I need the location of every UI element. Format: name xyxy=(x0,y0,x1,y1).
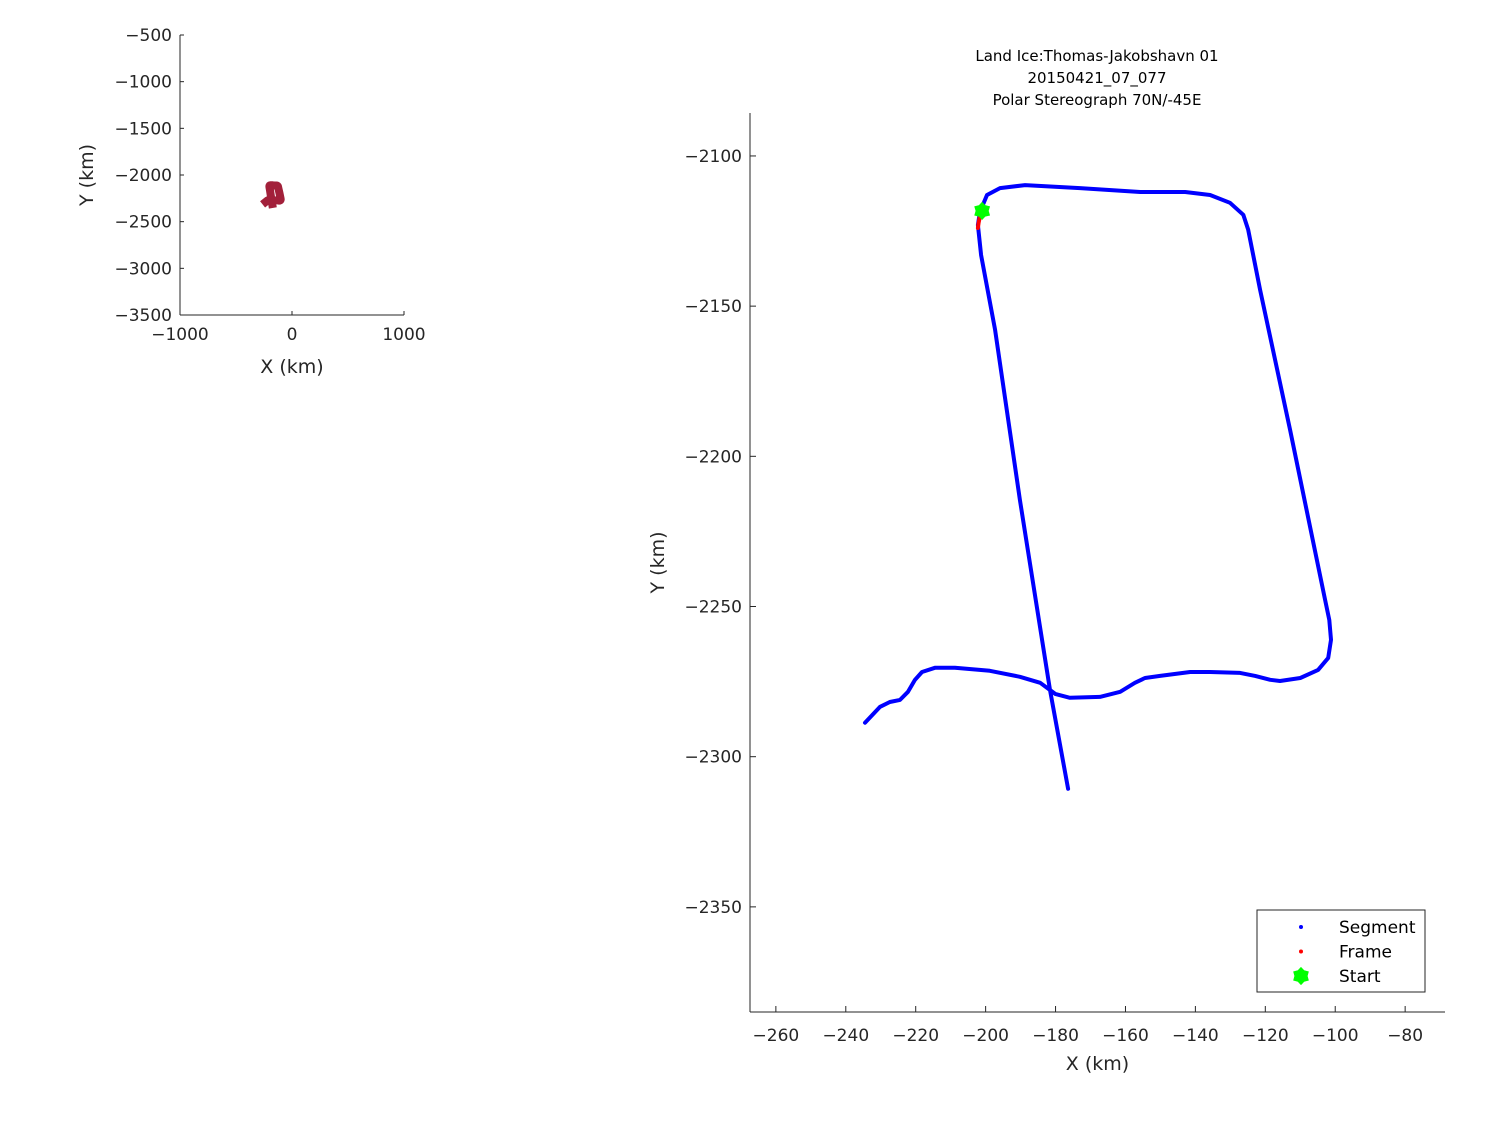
y-tick-label: −1000 xyxy=(114,73,172,93)
y-tick-label: −2150 xyxy=(684,297,742,317)
legend: Segment Frame Start xyxy=(1256,909,1426,993)
y-tick-label: −2500 xyxy=(114,213,172,233)
x-tick-label: −260 xyxy=(753,1026,800,1046)
x-tick-label: 1000 xyxy=(382,325,425,345)
y-tick-label: −2000 xyxy=(114,166,172,186)
legend-label-frame: Frame xyxy=(1339,943,1392,963)
chart-title-line: Polar Stereograph 70N/-45E xyxy=(993,91,1202,109)
legend-label-segment: Segment xyxy=(1339,918,1416,938)
legend-marker-segment xyxy=(1299,925,1303,929)
x-axis-label: X (km) xyxy=(1066,1053,1129,1075)
y-tick-label: −2300 xyxy=(684,748,742,768)
start-marker xyxy=(974,201,991,220)
overview-axes: −1000 0 1000 −3500 −3000 −2500 −2000 −1500 −1000… xyxy=(76,26,426,378)
x-tick-label: −160 xyxy=(1102,1026,1149,1046)
x-tick-label: −220 xyxy=(892,1026,939,1046)
x-tick-label: −1000 xyxy=(151,325,209,345)
y-axis-label: Y (km) xyxy=(76,144,98,207)
x-tick-label: −80 xyxy=(1387,1026,1423,1046)
overview-track-line xyxy=(260,181,285,209)
x-tick-label: −140 xyxy=(1172,1026,1219,1046)
chart-title-line: Land Ice:Thomas-Jakobshavn 01 xyxy=(975,47,1218,65)
y-tick-label: −2250 xyxy=(684,598,742,618)
y-tick-label: −1500 xyxy=(114,119,172,139)
chart-title-line: 20150421_07_077 xyxy=(1027,69,1166,88)
x-tick-label: −200 xyxy=(962,1026,1009,1046)
x-axis-label: X (km) xyxy=(260,356,323,378)
legend-marker-frame xyxy=(1299,949,1303,954)
y-tick-label: −3000 xyxy=(114,259,172,279)
legend-box xyxy=(1256,909,1426,993)
x-tick-label: −180 xyxy=(1032,1026,1079,1046)
y-tick-label: −3500 xyxy=(114,306,172,326)
y-tick-label: −500 xyxy=(125,26,172,46)
x-tick-label: −120 xyxy=(1242,1026,1289,1046)
x-tick-label: 0 xyxy=(287,325,298,345)
frame-series-line xyxy=(975,215,982,230)
x-tick-label: −100 xyxy=(1312,1026,1359,1046)
y-tick-label: −2350 xyxy=(684,898,742,918)
x-tick-label: −240 xyxy=(822,1026,869,1046)
legend-label-start: Start xyxy=(1339,967,1381,987)
segment-series-line xyxy=(863,183,1333,791)
legend-marker-start xyxy=(1293,966,1309,986)
y-tick-label: −2200 xyxy=(684,447,742,467)
y-axis-label: Y (km) xyxy=(647,532,669,595)
main-axes: −260 −240 −220 −200 −180 −160 −140 −120 −100 −80 −… xyxy=(647,47,1445,1075)
y-tick-label: −2100 xyxy=(684,147,742,167)
